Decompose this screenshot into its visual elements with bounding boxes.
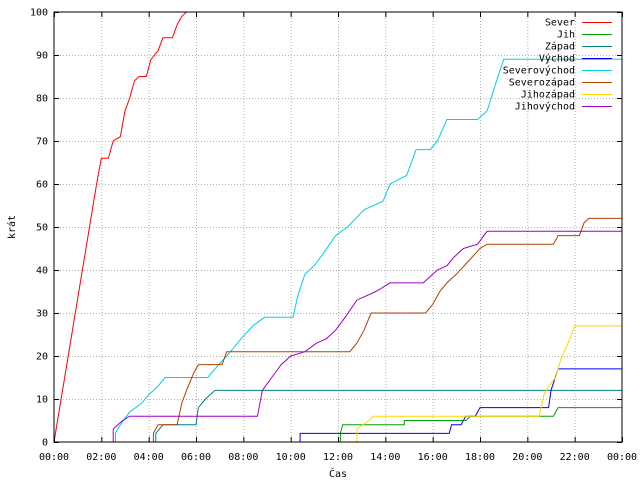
legend-label: Severozápad bbox=[509, 77, 575, 89]
series-line bbox=[112, 230, 622, 442]
y-tick-label: 100 bbox=[30, 8, 48, 19]
y-tick-label: 10 bbox=[36, 395, 48, 406]
series-line bbox=[299, 368, 622, 442]
series-line bbox=[155, 389, 622, 442]
legend-label: Severovýchod bbox=[503, 65, 575, 77]
y-tick-label: 90 bbox=[36, 51, 48, 62]
y-tick-label: 80 bbox=[36, 94, 48, 105]
x-tick-label: 02:00 bbox=[86, 452, 116, 463]
x-tick-label: 00:00 bbox=[39, 452, 69, 463]
series-line bbox=[356, 325, 622, 442]
x-tick-label: 20:00 bbox=[512, 452, 542, 463]
series-line bbox=[152, 217, 622, 442]
legend-label: Sever bbox=[545, 18, 575, 29]
series-lines bbox=[53, 11, 622, 443]
y-tick-label: 60 bbox=[36, 180, 48, 191]
x-tick-label: 14:00 bbox=[370, 452, 400, 463]
x-tick-label: 22:00 bbox=[560, 452, 590, 463]
y-tick-label: 50 bbox=[36, 223, 48, 234]
series-line bbox=[115, 58, 622, 442]
y-tick-label: 0 bbox=[42, 438, 48, 449]
y-tick-label: 70 bbox=[36, 137, 48, 148]
legend-label: Jih bbox=[557, 30, 575, 41]
y-tick-label: 20 bbox=[36, 352, 48, 363]
y-axis-label: krát bbox=[6, 215, 18, 239]
x-tick-label: 08:00 bbox=[228, 452, 258, 463]
series-line bbox=[53, 11, 187, 443]
x-tick-label: 18:00 bbox=[465, 452, 495, 463]
legend-label: Jihozápad bbox=[521, 89, 575, 101]
series-line bbox=[339, 407, 622, 442]
x-axis-label: Čas bbox=[329, 467, 347, 480]
x-tick-label: 06:00 bbox=[181, 452, 211, 463]
legend: SeverJihZápadVýchodSeverovýchodSeverozáp… bbox=[503, 18, 612, 113]
x-tick-label: 12:00 bbox=[323, 452, 353, 463]
axis-ticks: 0 10 20 30 40 50 60 70 80 90 100 00:00 02:00 04:00 06:… bbox=[30, 8, 637, 464]
legend-label: Východ bbox=[539, 53, 575, 65]
x-tick-label: 00:00 bbox=[607, 452, 637, 463]
x-tick-label: 10:00 bbox=[276, 452, 306, 463]
legend-label: Jihovýchod bbox=[515, 101, 575, 113]
x-tick-label: 16:00 bbox=[418, 452, 448, 463]
legend-label: Západ bbox=[545, 41, 575, 53]
y-tick-label: 30 bbox=[36, 309, 48, 320]
y-tick-label: 40 bbox=[36, 266, 48, 277]
x-tick-label: 04:00 bbox=[134, 452, 164, 463]
